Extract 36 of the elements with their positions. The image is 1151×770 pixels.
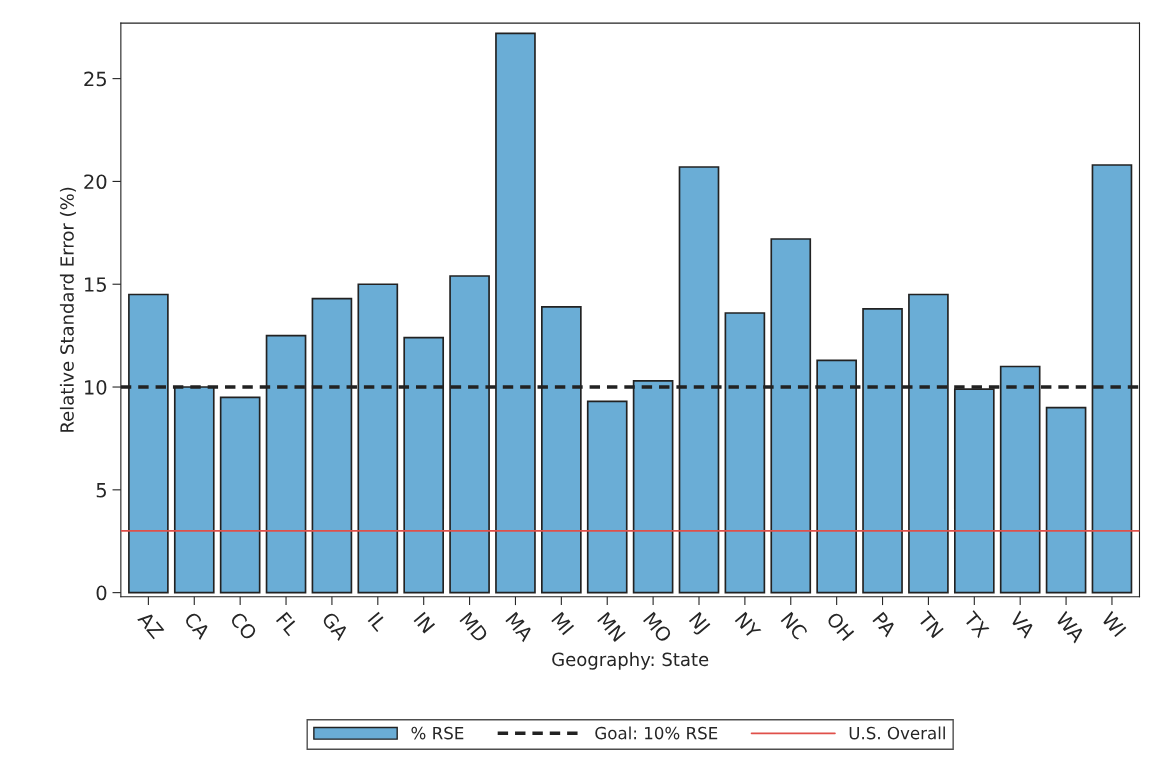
x-tick-label: NC xyxy=(780,611,808,641)
y-tick-label: 25 xyxy=(84,71,106,87)
x-tick-label: MA xyxy=(505,611,535,643)
x-tick-label: MN xyxy=(597,611,626,642)
y-axis-title: Relative Standard Error (%) xyxy=(59,187,76,432)
x-tick-label: GA xyxy=(321,611,350,642)
x-tick-label: CA xyxy=(183,611,212,641)
x-tick-label: TN xyxy=(917,610,944,639)
x-tick-label: TX xyxy=(962,610,990,639)
x-tick-label: WI xyxy=(1101,610,1127,638)
x-tick-label: AZ xyxy=(137,610,165,640)
y-tick-label: 10 xyxy=(85,379,107,395)
x-tick-label: MI xyxy=(551,611,575,636)
y-tick-label: 0 xyxy=(96,585,107,601)
legend-label: Goal: 10% RSE xyxy=(595,726,718,740)
x-tick-label: OH xyxy=(825,611,855,642)
bar xyxy=(586,400,628,594)
x-tick-label: IL xyxy=(367,611,388,633)
x-tick-label: CO xyxy=(229,611,258,641)
x-tick-label: MO xyxy=(642,611,673,644)
legend-label: U.S. Overall xyxy=(849,726,945,740)
x-tick-label: VA xyxy=(1008,610,1036,639)
bar xyxy=(1045,406,1087,594)
x-tick-label: WA xyxy=(1055,610,1086,644)
y-tick-label: 15 xyxy=(85,277,106,292)
x-tick-label: IN xyxy=(413,611,436,634)
bar xyxy=(219,396,261,594)
x-tick-label: MD xyxy=(459,611,489,643)
x-tick-label: PA xyxy=(872,611,898,638)
x-tick-label: FL xyxy=(275,611,300,637)
x-axis-title: Geography: State xyxy=(552,652,709,670)
y-tick-label: 5 xyxy=(96,483,106,498)
y-tick-label: 20 xyxy=(84,174,107,190)
legend-label: % RSE xyxy=(411,726,464,740)
x-tick-label: NJ xyxy=(685,611,711,637)
x-tick-label: NY xyxy=(734,611,762,640)
